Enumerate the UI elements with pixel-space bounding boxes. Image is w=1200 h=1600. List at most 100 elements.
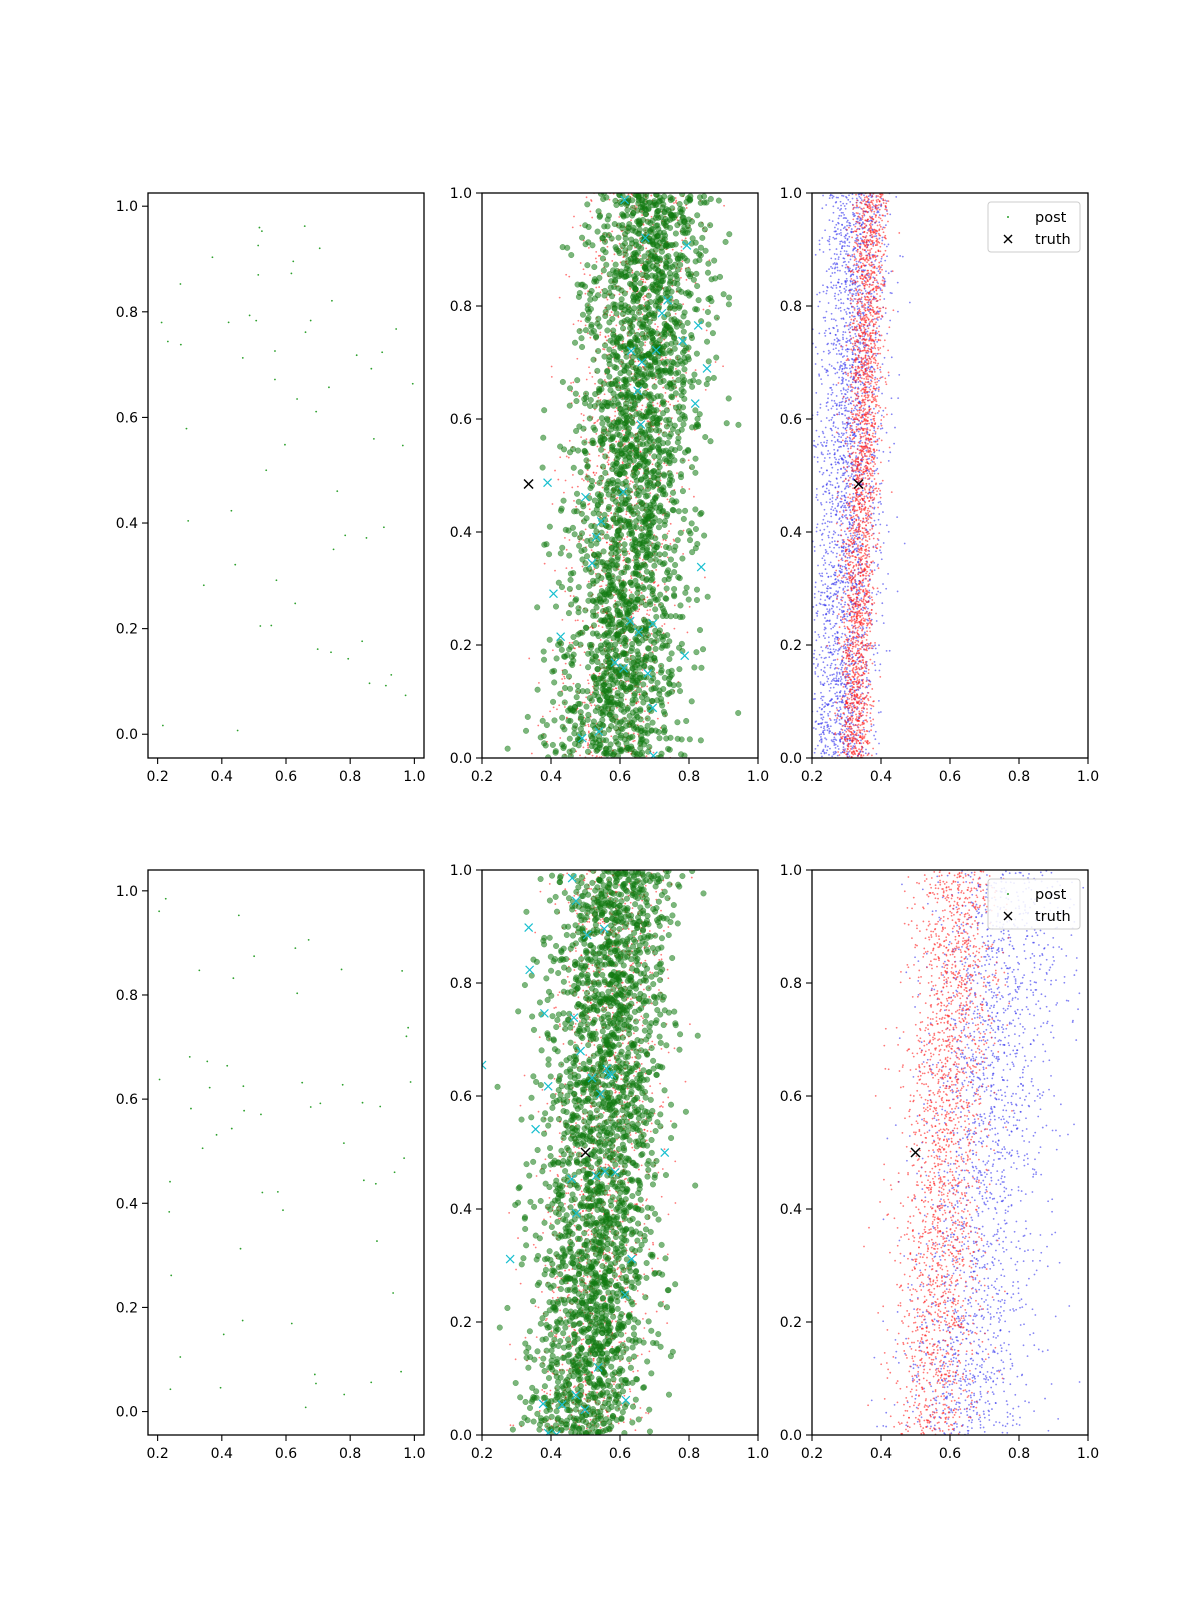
- data-point: [679, 322, 686, 329]
- data-point: [646, 685, 649, 688]
- data-point: [642, 296, 645, 299]
- data-point: [846, 572, 848, 575]
- data-point: [633, 732, 635, 735]
- cyan-x-marker: [625, 616, 635, 626]
- data-point: [841, 731, 844, 734]
- data-point: [667, 473, 674, 480]
- data-point: [678, 392, 685, 399]
- data-point: [652, 645, 659, 652]
- data-point: [591, 263, 598, 271]
- data-point: [696, 251, 703, 258]
- data-point: [673, 604, 676, 607]
- data-point: [607, 337, 614, 344]
- data-point: [840, 752, 842, 754]
- data-point: [865, 676, 868, 679]
- data-point: [624, 316, 631, 323]
- data-point: [592, 390, 599, 398]
- data-point: [681, 486, 684, 488]
- data-point: [875, 752, 878, 755]
- data-point: [561, 699, 568, 706]
- data-point: [644, 281, 647, 284]
- data-point: [615, 687, 618, 690]
- data-point: [633, 724, 640, 731]
- data-point: [816, 411, 819, 414]
- data-point: [589, 242, 596, 249]
- data-point: [602, 342, 609, 349]
- data-point: [831, 500, 834, 503]
- data-point: [258, 226, 261, 229]
- data-point: [656, 197, 663, 204]
- data-point: [681, 239, 684, 242]
- data-point: [611, 526, 614, 529]
- data-point: [652, 606, 659, 613]
- data-point: [826, 239, 829, 242]
- data-point: [623, 656, 630, 664]
- data-point: [674, 312, 677, 315]
- data-point: [582, 327, 589, 334]
- data-point: [895, 196, 898, 198]
- data-point: [876, 467, 879, 470]
- data-point: [678, 209, 685, 216]
- data-point: [818, 572, 821, 575]
- data-point: [681, 255, 688, 262]
- data-point: [608, 400, 615, 407]
- data-point: [663, 513, 670, 520]
- data-point: [885, 649, 888, 652]
- data-point: [559, 737, 562, 739]
- data-point: [844, 646, 847, 648]
- data-point: [595, 315, 602, 322]
- data-point: [587, 742, 589, 745]
- data-point: [670, 334, 678, 341]
- data-point: [661, 367, 668, 374]
- cyan-x-marker: [636, 420, 646, 429]
- data-point: [590, 622, 598, 629]
- data-point: [689, 549, 696, 556]
- data-point: [591, 692, 598, 699]
- data-point: [576, 485, 579, 488]
- data-point: [587, 679, 589, 682]
- data-point: [726, 231, 733, 238]
- data-point: [837, 221, 839, 224]
- data-point: [828, 419, 831, 422]
- data-point: [601, 626, 604, 629]
- data-point: [631, 314, 638, 321]
- data-point: [274, 350, 276, 352]
- data-point: [541, 407, 548, 414]
- data-point: [699, 234, 706, 241]
- data-point: [855, 586, 858, 589]
- data-point: [829, 332, 832, 335]
- data-point: [885, 270, 887, 273]
- data-point: [582, 566, 589, 573]
- data-point: [644, 715, 651, 722]
- data-point: [614, 393, 621, 400]
- data-point: [579, 311, 587, 318]
- data-point: [255, 319, 258, 322]
- data-point: [845, 576, 847, 579]
- data-point: [826, 675, 828, 678]
- data-point: [623, 688, 630, 695]
- data-point: [561, 653, 568, 660]
- data-point: [566, 552, 573, 559]
- data-point: [593, 474, 596, 476]
- data-point: [667, 349, 674, 356]
- data-point: [598, 402, 605, 409]
- data-point: [654, 323, 657, 326]
- data-point: [584, 748, 592, 755]
- data-point: [632, 483, 639, 490]
- data-point: [830, 265, 832, 268]
- data-point: [680, 421, 687, 428]
- data-point: [628, 392, 636, 399]
- cyan-x-marker: [543, 478, 552, 488]
- data-point: [855, 292, 858, 295]
- data-point: [618, 319, 625, 326]
- data-point: [524, 713, 531, 720]
- data-point: [270, 624, 273, 627]
- data-point: [704, 309, 711, 316]
- data-point: [849, 267, 851, 270]
- data-point: [664, 356, 667, 359]
- data-point: [667, 326, 674, 333]
- data-point: [248, 314, 251, 317]
- data-point: [553, 655, 560, 662]
- data-point: [849, 342, 852, 344]
- data-point: [622, 378, 629, 385]
